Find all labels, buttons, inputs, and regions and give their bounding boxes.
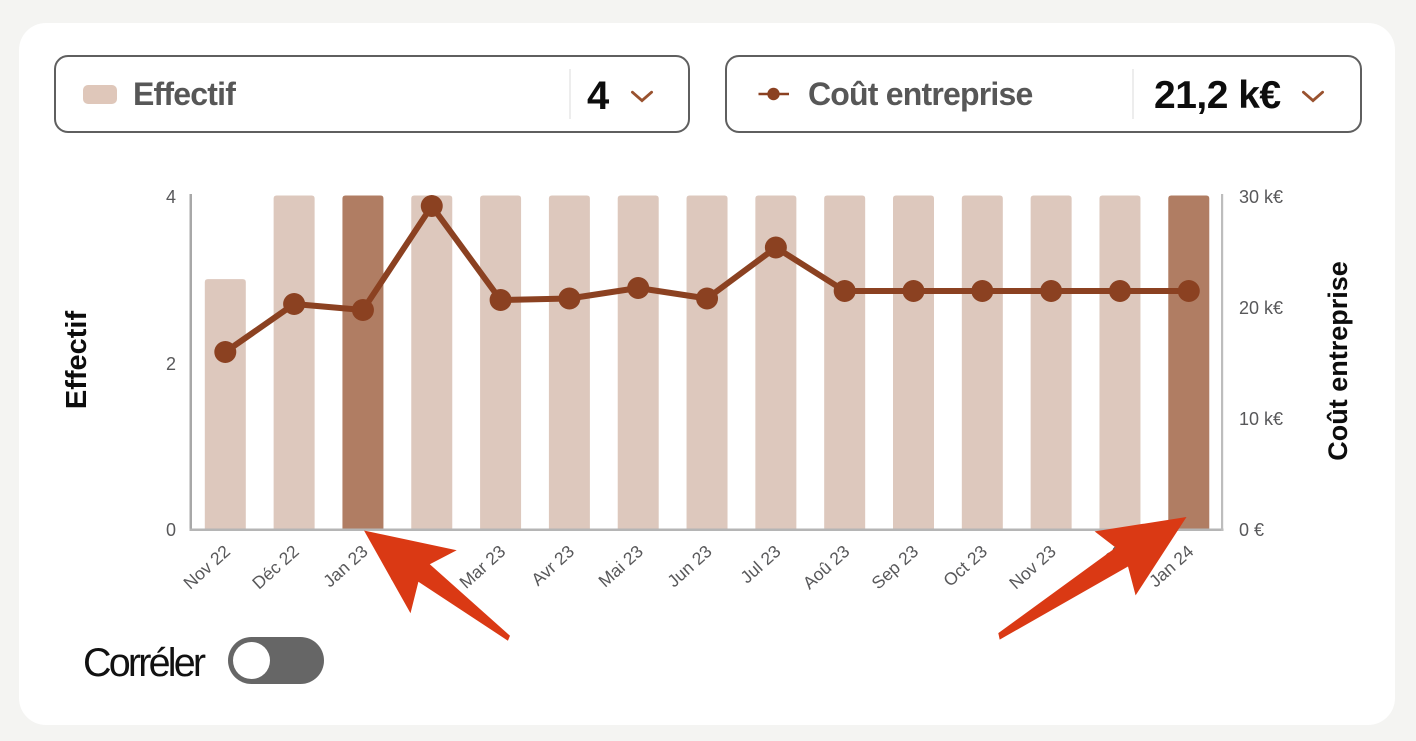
svg-text:Nov 23: Nov 23 [1005,541,1060,593]
svg-text:Effectif: Effectif [61,311,93,410]
svg-text:10 k€: 10 k€ [1239,409,1283,429]
svg-text:4: 4 [166,187,176,207]
svg-text:Déc 22: Déc 22 [248,541,303,593]
svg-text:Sep 23: Sep 23 [868,541,923,593]
svg-text:Mai 23: Mai 23 [594,541,646,591]
svg-text:Mar 23: Mar 23 [455,541,509,592]
svg-text:0: 0 [166,520,176,540]
svg-text:2: 2 [166,354,176,374]
svg-text:Jan 23: Jan 23 [319,541,371,591]
svg-text:Aoû 23: Aoû 23 [799,541,854,593]
svg-text:30 k€: 30 k€ [1239,187,1283,207]
svg-text:Oct 23: Oct 23 [939,541,991,590]
svg-text:Nov 22: Nov 22 [179,541,234,593]
svg-text:Jun 23: Jun 23 [663,541,715,591]
svg-text:Coût entreprise: Coût entreprise [1323,261,1353,461]
svg-text:20 k€: 20 k€ [1239,298,1283,318]
svg-text:0 €: 0 € [1239,520,1264,540]
svg-text:Avr 23: Avr 23 [527,541,578,589]
svg-text:Jul 23: Jul 23 [736,541,784,587]
